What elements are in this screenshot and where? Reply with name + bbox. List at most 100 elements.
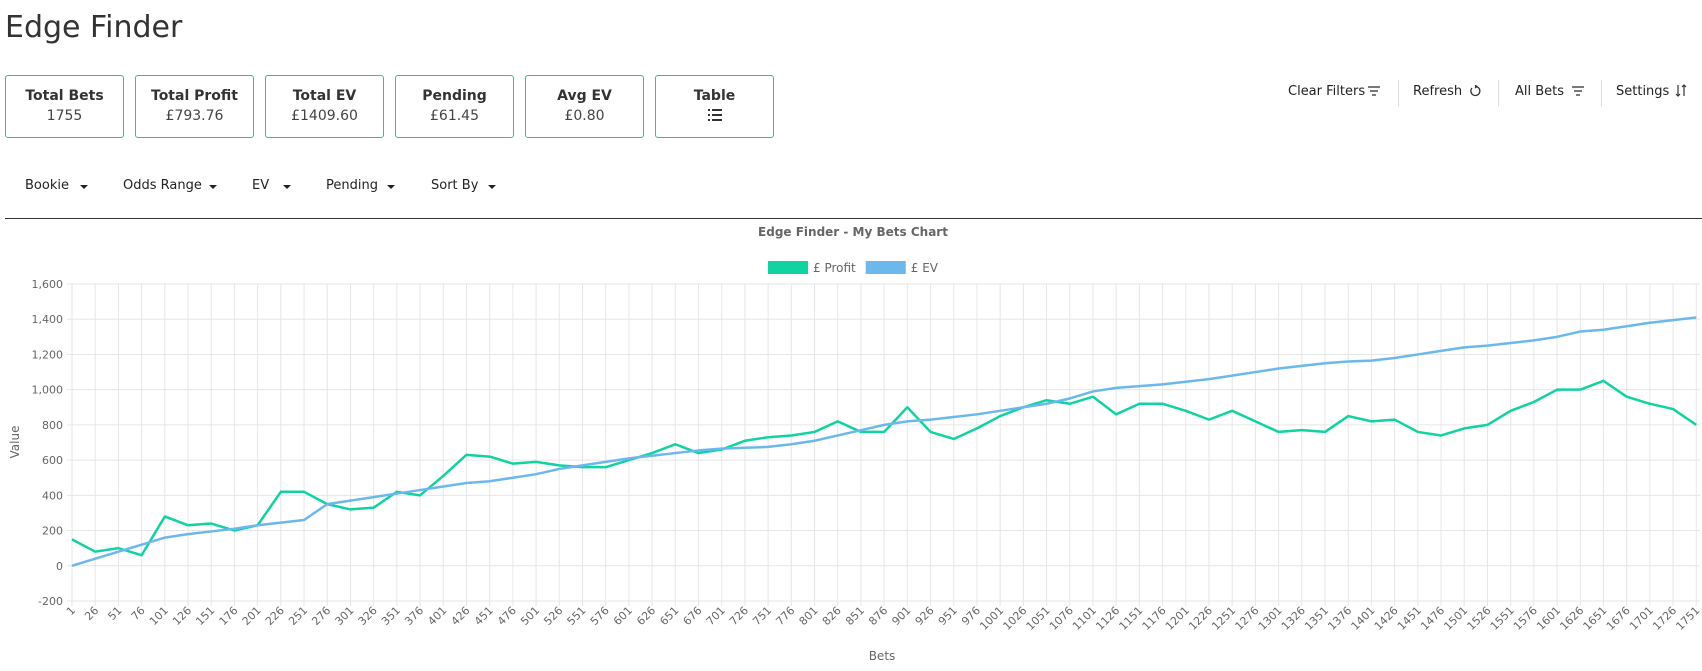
- legend-label: £ Profit: [813, 261, 856, 275]
- x-tick-label: 126: [170, 604, 194, 628]
- x-tick-label: 1151: [1117, 604, 1146, 633]
- button-label: Clear Filters: [1288, 84, 1366, 99]
- y-tick-label: 0: [56, 560, 63, 573]
- x-tick-label: 1476: [1418, 604, 1447, 633]
- y-tick-label: 1,000: [32, 384, 64, 397]
- table-toggle[interactable]: Table: [655, 75, 774, 138]
- x-tick-label: 1101: [1070, 604, 1099, 633]
- x-tick-label: 1651: [1581, 604, 1610, 633]
- x-tick-label: 1576: [1511, 604, 1540, 633]
- line-series: [71, 379, 1697, 557]
- line-series: [71, 316, 1697, 567]
- dropdown-label: Bookie: [25, 178, 69, 193]
- settings-button[interactable]: Settings: [1616, 84, 1669, 99]
- x-tick-label: 251: [286, 604, 310, 628]
- y-tick-label: 600: [42, 454, 63, 467]
- x-tick-label: 576: [588, 604, 612, 628]
- x-tick-label: 1501: [1441, 604, 1470, 633]
- x-tick-label: 176: [217, 604, 241, 628]
- x-tick-label: 1376: [1325, 604, 1354, 633]
- x-tick-label: 1351: [1302, 604, 1331, 633]
- x-tick-label: 1751: [1673, 604, 1702, 633]
- separator: [1601, 80, 1602, 106]
- x-tick-label: 26: [82, 604, 101, 623]
- x-tick-label: 1301: [1256, 604, 1285, 633]
- x-tick-label: 76: [129, 604, 148, 623]
- x-axis-label: Bets: [869, 649, 896, 663]
- x-tick-label: 901: [889, 604, 913, 628]
- carets: [80, 185, 496, 189]
- x-tick-label: 1601: [1534, 604, 1563, 633]
- sort-icon: [1675, 84, 1687, 97]
- x-tick-label: 1226: [1186, 604, 1215, 633]
- x-tick-label: 401: [425, 604, 449, 628]
- card-label: Total Bets: [25, 88, 104, 104]
- refresh-button[interactable]: Refresh: [1413, 84, 1462, 99]
- x-tick-label: 226: [263, 604, 287, 628]
- legend: £ Profit £ EV: [768, 261, 939, 275]
- x-tick-label: 1701: [1627, 604, 1656, 633]
- x-tick-label: 776: [773, 604, 797, 628]
- x-tick-label: 1626: [1557, 604, 1586, 633]
- stat-card: Total EV £1409.60: [265, 75, 384, 138]
- x-tick-label: 601: [611, 604, 635, 628]
- x-tick-label: 1426: [1372, 604, 1401, 633]
- refresh-icon: [1470, 85, 1481, 97]
- x-tick-label: 951: [936, 604, 960, 628]
- card-value: £793.76: [165, 108, 224, 124]
- x-tick-label: 1001: [977, 604, 1006, 633]
- dropdown-label: Odds Range: [123, 178, 202, 193]
- x-tick-label: 876: [866, 604, 890, 628]
- x-tick-label: 1076: [1047, 604, 1076, 633]
- x-tick-label: 101: [147, 604, 171, 628]
- stat-card: Total Bets 1755: [5, 75, 124, 138]
- grid: [67, 283, 1700, 606]
- card-label: Pending: [422, 88, 487, 104]
- y-tick-label: 1,400: [32, 313, 64, 326]
- dropdown-label: EV: [252, 178, 270, 193]
- separator: [1398, 80, 1399, 106]
- stat-card: Total Profit £793.76: [135, 75, 254, 138]
- list-icon: [707, 109, 722, 121]
- bookie-dropdown[interactable]: Bookie: [25, 178, 69, 193]
- x-tick-label: 1726: [1650, 604, 1679, 633]
- x-tick-label: 451: [472, 604, 496, 628]
- dropdown-label: Pending: [326, 178, 378, 193]
- x-tick-label: 926: [913, 604, 937, 628]
- legend-swatch: [768, 261, 808, 274]
- x-tick-label: 1451: [1395, 604, 1424, 633]
- x-tick-label: 726: [727, 604, 751, 628]
- ev-dropdown[interactable]: EV: [252, 178, 269, 193]
- x-tick-label: 351: [379, 604, 403, 628]
- card-value: £0.80: [564, 108, 605, 124]
- x-tick-label: 626: [634, 604, 658, 628]
- x-tick-label: 676: [681, 604, 705, 628]
- card-value: 1755: [46, 108, 83, 124]
- y-axis-label: Value: [8, 426, 22, 459]
- filter-icon: [1572, 86, 1584, 96]
- dropdown-label: Sort By: [431, 178, 479, 193]
- x-tick-label: 1676: [1604, 604, 1633, 633]
- x-tick-label: 826: [820, 604, 844, 628]
- y-tick-label: 400: [42, 489, 63, 502]
- divider: [5, 218, 1702, 219]
- y-tick-label: 800: [42, 419, 63, 432]
- x-tick-label: 51: [105, 604, 124, 623]
- pending-dropdown[interactable]: Pending: [326, 178, 378, 193]
- clear-filters-button[interactable]: Clear Filters: [1288, 84, 1365, 99]
- x-tick-label: 851: [843, 604, 867, 628]
- x-tick-label: 1201: [1163, 604, 1192, 633]
- page-title: Edge Finder: [5, 10, 183, 45]
- x-tick-label: 1276: [1233, 604, 1262, 633]
- all-bets-button[interactable]: All Bets: [1515, 84, 1564, 99]
- odds-range-dropdown[interactable]: Odds Range: [123, 178, 202, 193]
- x-tick-label: 1: [64, 604, 78, 618]
- x-tick-label: 276: [309, 604, 333, 628]
- x-tick-label: 651: [657, 604, 681, 628]
- x-tick-label: 301: [333, 604, 357, 628]
- y-tick-label: 200: [42, 525, 63, 538]
- sort-by-dropdown[interactable]: Sort By: [431, 178, 478, 193]
- card-label: Total EV: [292, 88, 357, 104]
- y-tick-label: 1,200: [32, 348, 64, 361]
